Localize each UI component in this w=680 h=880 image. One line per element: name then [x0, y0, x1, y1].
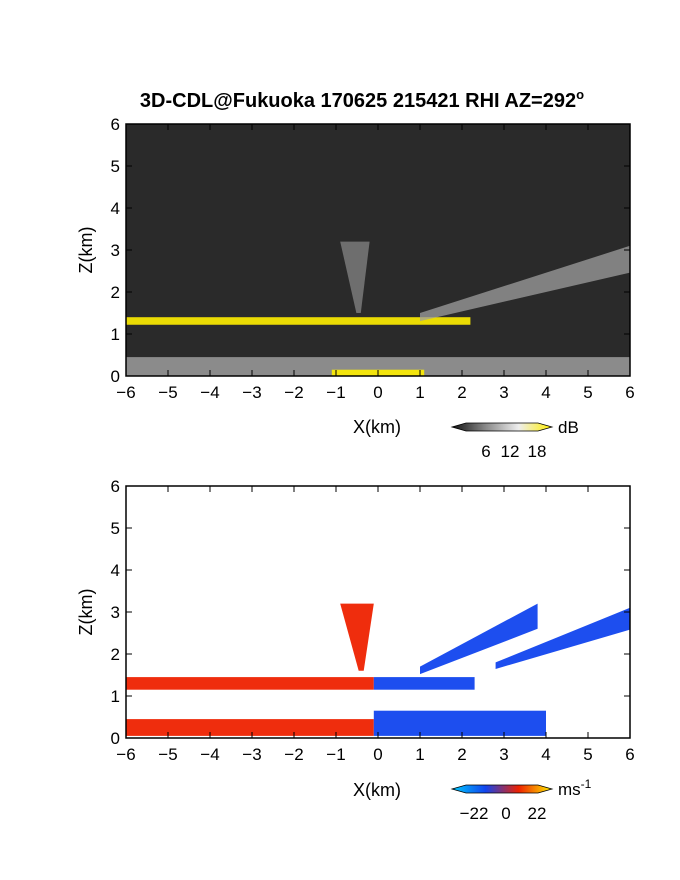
- colorbar-tick-label: 6: [481, 442, 490, 461]
- reflectivity-xlabel: X(km): [353, 417, 401, 437]
- reflectivity-colorbar: dB 6 12 18: [450, 418, 579, 461]
- data-region-plume: [340, 241, 370, 313]
- data-region-low-layer: [373, 710, 546, 736]
- data-region-plume: [340, 603, 374, 671]
- colorbar-tick-label: 18: [528, 442, 547, 461]
- velocity-ticks: −6 −5 −4 −3 −2 −1 0 1 2 3 4 5 6 0 1 2 3 4 5 6: [111, 477, 635, 764]
- x-tick-label: −1: [326, 745, 345, 764]
- x-tick-label: −4: [200, 745, 219, 764]
- data-region-layer: [126, 677, 374, 690]
- y-tick-label: 3: [111, 241, 120, 260]
- data-region-layer: [126, 317, 471, 325]
- colorbar-tick-label: −22: [460, 804, 489, 823]
- y-tick-label: 1: [111, 325, 120, 344]
- y-tick-label: 1: [111, 687, 120, 706]
- velocity-data: [126, 603, 630, 736]
- y-tick-label: 4: [111, 199, 120, 218]
- y-tick-label: 6: [111, 477, 120, 496]
- velocity-ylabel: Z(km): [76, 589, 96, 636]
- x-tick-label: −5: [158, 383, 177, 402]
- y-tick-label: 0: [111, 729, 120, 748]
- x-tick-label: −6: [116, 745, 135, 764]
- colorbar-bar: [450, 422, 554, 432]
- x-tick-label: 5: [583, 383, 592, 402]
- colorbar-tick-label: 0: [501, 804, 510, 823]
- velocity-colorbar: ms-1 −22 0 22: [450, 777, 592, 823]
- x-tick-label: −5: [158, 745, 177, 764]
- x-tick-label: 0: [373, 745, 382, 764]
- x-tick-label: 1: [415, 383, 424, 402]
- data-region-layer: [373, 677, 475, 690]
- velocity-xlabel: X(km): [353, 780, 401, 800]
- y-tick-label: 0: [111, 367, 120, 386]
- x-tick-label: 3: [499, 745, 508, 764]
- data-region-low-layer: [126, 719, 374, 736]
- data-region-sloped-layer: [420, 245, 630, 322]
- colorbar-unit: dB: [558, 418, 579, 437]
- x-tick-label: −4: [200, 383, 219, 402]
- velocity-panel: −6 −5 −4 −3 −2 −1 0 1 2 3 4 5 6 0 1 2 3 4 5 6 X(km) Z(km) m…: [76, 477, 635, 823]
- x-tick-label: −3: [242, 383, 261, 402]
- y-tick-label: 2: [111, 283, 120, 302]
- y-tick-label: 4: [111, 561, 120, 580]
- y-tick-label: 5: [111, 519, 120, 538]
- x-tick-label: −2: [284, 745, 303, 764]
- y-tick-label: 3: [111, 603, 120, 622]
- x-tick-label: 0: [373, 383, 382, 402]
- reflectivity-plot-background: [126, 124, 630, 376]
- reflectivity-ticks: −6 −5 −4 −3 −2 −1 0 1 2 3 4 5 6 0 1 2 3 4 5 6: [111, 115, 635, 402]
- data-region-sloped-layer: [420, 603, 538, 675]
- x-tick-label: 6: [625, 383, 634, 402]
- figure-title: 3D-CDL@Fukuoka 170625 215421 RHI AZ=292o: [140, 87, 584, 112]
- velocity-plot-background: [126, 486, 630, 738]
- x-tick-label: 6: [625, 745, 634, 764]
- x-tick-label: 2: [457, 383, 466, 402]
- x-tick-label: 1: [415, 745, 424, 764]
- x-tick-label: 2: [457, 745, 466, 764]
- x-tick-label: 5: [583, 745, 592, 764]
- colorbar-tick-label: 22: [528, 804, 547, 823]
- y-tick-label: 6: [111, 115, 120, 134]
- y-tick-label: 5: [111, 157, 120, 176]
- colorbar-bar: [450, 784, 554, 794]
- x-tick-label: 4: [541, 745, 550, 764]
- x-tick-label: −2: [284, 383, 303, 402]
- data-region-sloped-layer: [495, 607, 630, 669]
- x-tick-label: −3: [242, 745, 261, 764]
- x-tick-label: 4: [541, 383, 550, 402]
- y-tick-label: 2: [111, 645, 120, 664]
- colorbar-tick-label: 12: [501, 442, 520, 461]
- x-tick-label: −6: [116, 383, 135, 402]
- reflectivity-ylabel: Z(km): [76, 227, 96, 274]
- colorbar-unit: ms-1: [558, 777, 592, 799]
- x-tick-label: −1: [326, 383, 345, 402]
- x-tick-label: 3: [499, 383, 508, 402]
